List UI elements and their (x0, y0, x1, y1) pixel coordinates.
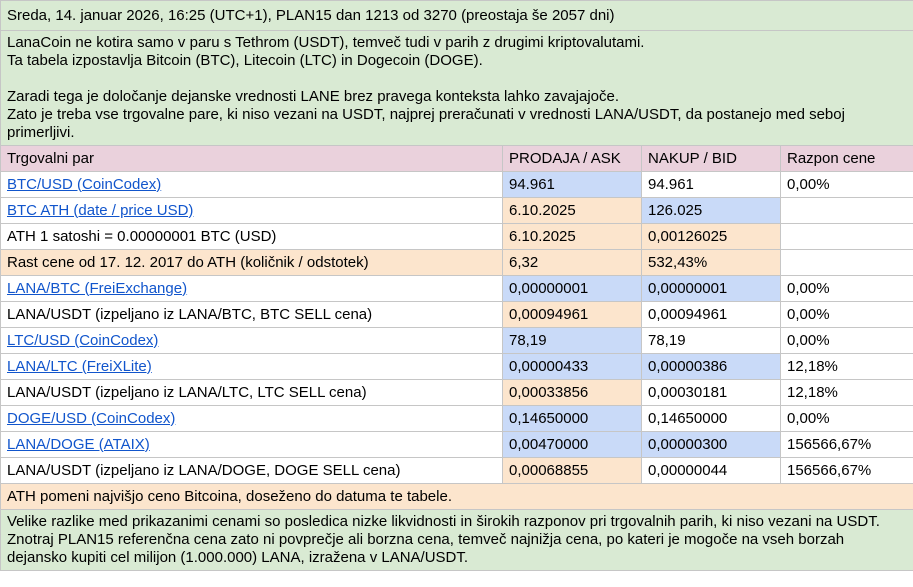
pair-cell: Rast cene od 17. 12. 2017 do ATH (količn… (0, 249, 503, 276)
column-header-spread: Razpon cene (780, 145, 913, 172)
bid-cell: 532,43% (641, 249, 781, 276)
spread-cell: 12,18% (780, 379, 913, 406)
btc-ath-link[interactable]: BTC ATH (date / price USD) (7, 201, 194, 219)
bid-cell: 0,14650000 (641, 405, 781, 432)
table-row: LTC/USD (CoinCodex) 78,19 78,19 0,00% (0, 327, 913, 354)
spread-cell: 156566,67% (780, 431, 913, 458)
spread-cell: 0,00% (780, 171, 913, 198)
bid-cell: 0,00030181 (641, 379, 781, 406)
price-table: Sreda, 14. januar 2026, 16:25 (UTC+1), P… (0, 0, 913, 571)
table-row: LANA/USDT (izpeljano iz LANA/BTC, BTC SE… (0, 301, 913, 328)
btc-usd-link[interactable]: BTC/USD (CoinCodex) (7, 175, 162, 193)
lana-ltc-link[interactable]: LANA/LTC (FreiXLite) (7, 357, 152, 375)
spread-cell (780, 197, 913, 224)
spread-cell: 0,00% (780, 275, 913, 302)
doge-usd-link[interactable]: DOGE/USD (CoinCodex) (7, 409, 176, 427)
bid-cell: 78,19 (641, 327, 781, 354)
pair-cell: LANA/USDT (izpeljano iz LANA/BTC, BTC SE… (0, 301, 503, 328)
column-header-ask: PRODAJA / ASK (502, 145, 642, 172)
bid-cell: 0,00000001 (641, 275, 781, 302)
pair-cell: ATH 1 satoshi = 0.00000001 BTC (USD) (0, 223, 503, 250)
spread-cell: 0,00% (780, 327, 913, 354)
ask-cell: 0,00033856 (502, 379, 642, 406)
intro-text: LanaCoin ne kotira samo v paru s Tethrom… (0, 30, 913, 146)
table-row: ATH 1 satoshi = 0.00000001 BTC (USD) 6.1… (0, 223, 913, 250)
bid-cell: 0,00000300 (641, 431, 781, 458)
ask-cell: 0,00068855 (502, 457, 642, 484)
ask-cell: 0,00000433 (502, 353, 642, 380)
lana-doge-link[interactable]: LANA/DOGE (ATAIX) (7, 435, 150, 453)
intro-line-2: Ta tabela izpostavlja Bitcoin (BTC), Lit… (7, 52, 483, 69)
ask-cell: 6.10.2025 (502, 223, 642, 250)
pair-cell: LANA/USDT (izpeljano iz LANA/DOGE, DOGE … (0, 457, 503, 484)
ltc-usd-link[interactable]: LTC/USD (CoinCodex) (7, 331, 159, 349)
ask-cell: 0,00470000 (502, 431, 642, 458)
table-row: BTC ATH (date / price USD) 6.10.2025 126… (0, 197, 913, 224)
table-row: DOGE/USD (CoinCodex) 0,14650000 0,146500… (0, 405, 913, 432)
ask-cell: 0,00000001 (502, 275, 642, 302)
intro-line-3: Zaradi tega je določanje dejanske vredno… (7, 88, 620, 105)
table-row: LANA/DOGE (ATAIX) 0,00470000 0,00000300 … (0, 431, 913, 458)
spread-cell: 0,00% (780, 301, 913, 328)
bid-cell: 94.961 (641, 171, 781, 198)
spread-cell: 0,00% (780, 405, 913, 432)
table-row: LANA/BTC (FreiExchange) 0,00000001 0,000… (0, 275, 913, 302)
table-row: Rast cene od 17. 12. 2017 do ATH (količn… (0, 249, 913, 276)
spread-cell: 156566,67% (780, 457, 913, 484)
bid-cell: 0,00000386 (641, 353, 781, 380)
spread-cell (780, 223, 913, 250)
bid-cell: 0,00126025 (641, 223, 781, 250)
column-header-pair: Trgovalni par (0, 145, 503, 172)
ask-cell: 6.10.2025 (502, 197, 642, 224)
ask-cell: 6,32 (502, 249, 642, 276)
intro-line-1: LanaCoin ne kotira samo v paru s Tethrom… (7, 34, 645, 51)
bid-cell: 0,00094961 (641, 301, 781, 328)
ask-cell: 78,19 (502, 327, 642, 354)
spread-cell (780, 249, 913, 276)
spread-cell: 12,18% (780, 353, 913, 380)
bid-cell: 0,00000044 (641, 457, 781, 484)
table-row: LANA/USDT (izpeljano iz LANA/DOGE, DOGE … (0, 457, 913, 484)
ask-cell: 0,14650000 (502, 405, 642, 432)
ath-note: ATH pomeni najvišjo ceno Bitcoina, dosež… (0, 483, 913, 510)
table-row: LANA/LTC (FreiXLite) 0,00000433 0,000003… (0, 353, 913, 380)
pair-cell: LANA/USDT (izpeljano iz LANA/LTC, LTC SE… (0, 379, 503, 406)
table-row: LANA/USDT (izpeljano iz LANA/LTC, LTC SE… (0, 379, 913, 406)
footer-note: Velike razlike med prikazanimi cenami so… (0, 509, 913, 571)
bid-cell: 126.025 (641, 197, 781, 224)
column-header-bid: NAKUP / BID (641, 145, 781, 172)
ask-cell: 94.961 (502, 171, 642, 198)
date-header: Sreda, 14. januar 2026, 16:25 (UTC+1), P… (0, 0, 913, 31)
table-row: BTC/USD (CoinCodex) 94.961 94.961 0,00% (0, 171, 913, 198)
lana-btc-link[interactable]: LANA/BTC (FreiExchange) (7, 279, 188, 297)
intro-line-4: Zato je treba vse trgovalne pare, ki nis… (7, 106, 845, 141)
ask-cell: 0,00094961 (502, 301, 642, 328)
